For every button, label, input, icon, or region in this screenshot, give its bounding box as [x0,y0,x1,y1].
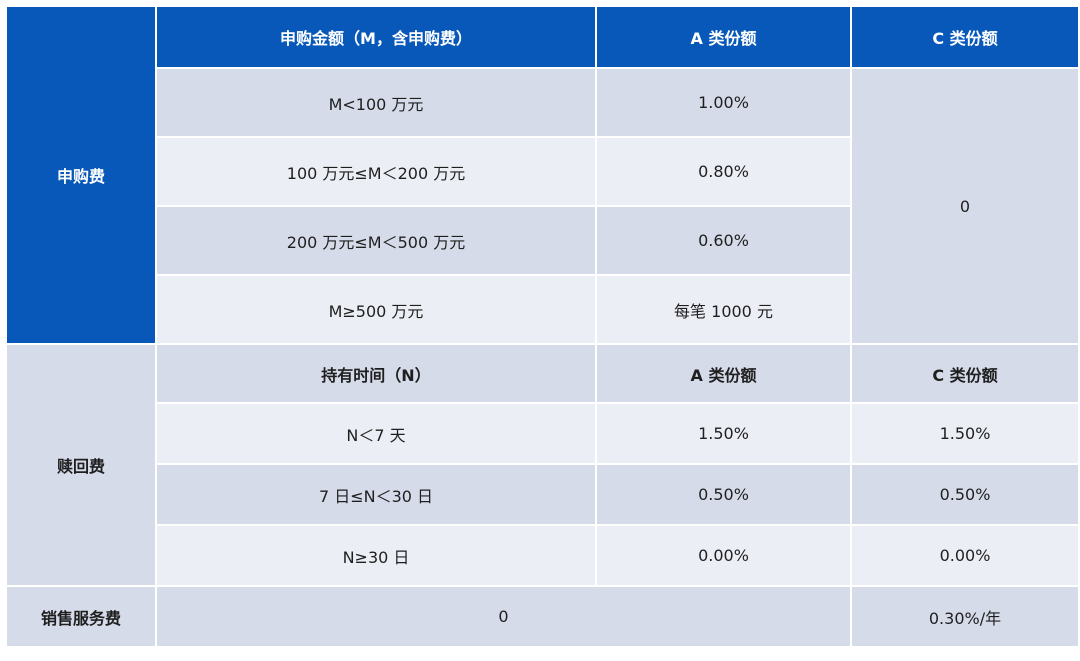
redemption-period-cell: N＜7 天 [157,404,595,463]
subscription-class-a-cell: 0.80% [597,138,850,205]
class-c-column-header: C 类份额 [852,345,1078,402]
sales-service-row: 销售服务费 0 0.30%/年 [7,587,1078,646]
subscription-amount-cell: 200 万元≤M＜500 万元 [157,207,595,274]
redemption-class-c-cell: 0.50% [852,465,1078,524]
class-a-column-header: A 类份额 [597,7,850,67]
amount-column-header: 申购金额（M，含申购费） [157,7,595,67]
table-row: N＜7 天 1.50% 1.50% [7,404,1078,463]
subscription-amount-cell: M<100 万元 [157,69,595,136]
subscription-class-c-cell: 0 [852,69,1078,343]
redemption-class-a-cell: 0.50% [597,465,850,524]
subscription-category-label: 申购费 [7,7,155,343]
sales-service-category-label: 销售服务费 [7,587,155,646]
fee-table: 申购费 申购金额（M，含申购费） A 类份额 C 类份额 M<100 万元 1.… [5,5,1080,648]
subscription-amount-cell: 100 万元≤M＜200 万元 [157,138,595,205]
redemption-class-c-cell: 0.00% [852,526,1078,585]
sales-service-class-c-cell: 0.30%/年 [852,587,1078,646]
redemption-class-a-cell: 1.50% [597,404,850,463]
redemption-class-c-cell: 1.50% [852,404,1078,463]
redemption-period-cell: N≥30 日 [157,526,595,585]
fee-table-container: 申购费 申购金额（M，含申购费） A 类份额 C 类份额 M<100 万元 1.… [5,5,1078,656]
subscription-header-row: 申购费 申购金额（M，含申购费） A 类份额 C 类份额 [7,7,1078,343]
table-row: 200 万元≤M＜500 万元 0.60% [7,207,1078,274]
table-row: N≥30 日 0.00% 0.00% [7,526,1078,585]
redemption-category-label: 赎回费 [7,345,155,585]
table-row: 7 日≤N＜30 日 0.50% 0.50% [7,465,1078,524]
class-c-column-header: C 类份额 [852,7,1078,67]
subscription-class-a-cell: 0.60% [597,207,850,274]
subscription-class-a-cell: 1.00% [597,69,850,136]
period-column-header: 持有时间（N） [157,345,595,402]
table-row: M≥500 万元 每笔 1000 元 [7,276,1078,343]
redemption-header-row: 赎回费 持有时间（N） A 类份额 C 类份额 [7,345,1078,585]
redemption-class-a-cell: 0.00% [597,526,850,585]
subscription-class-a-cell: 每笔 1000 元 [597,276,850,343]
subscription-amount-cell: M≥500 万元 [157,276,595,343]
sales-service-class-a-cell: 0 [157,587,850,646]
table-row: M<100 万元 1.00% 0 [7,69,1078,343]
class-a-column-header: A 类份额 [597,345,850,402]
redemption-period-cell: 7 日≤N＜30 日 [157,465,595,524]
table-row: 100 万元≤M＜200 万元 0.80% [7,138,1078,205]
